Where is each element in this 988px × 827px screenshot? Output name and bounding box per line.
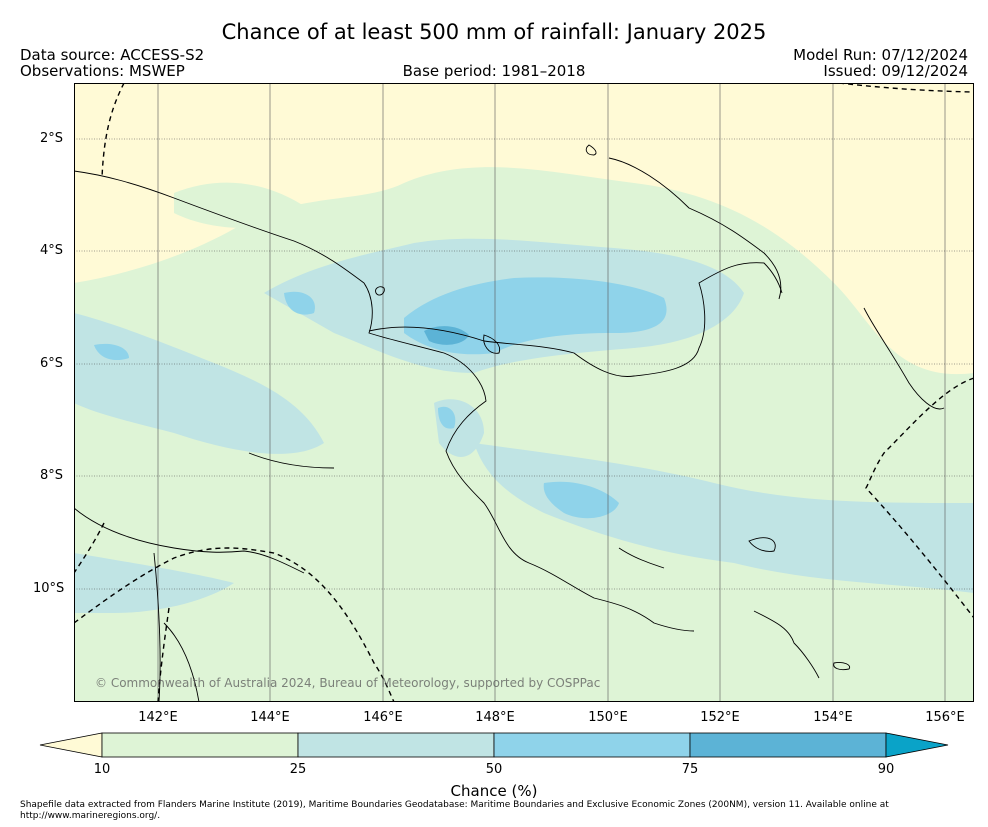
lat-label-10s: 10°S <box>33 581 65 596</box>
colorbar-50-75 <box>493 732 691 758</box>
lat-label-6s: 6°S <box>40 356 64 371</box>
base-period-label: Base period: 1981–2018 <box>402 62 586 80</box>
eez-boundaries <box>74 83 974 702</box>
colorbar-title: Chance (%) <box>450 782 538 800</box>
issued-label: Issued: 09/12/2024 <box>823 62 968 80</box>
data-source-label: Data source: ACCESS-S2 <box>20 46 205 64</box>
lon-label-144e: 144°E <box>250 710 290 725</box>
map-canvas <box>74 83 974 702</box>
lat-label-4s: 4°S <box>40 243 64 258</box>
contour-50-75 <box>94 277 667 519</box>
coastlines <box>74 144 945 702</box>
lon-label-154e: 154°E <box>813 710 853 725</box>
lon-label-146e: 146°E <box>363 710 403 725</box>
colorbar-25-50 <box>297 732 495 758</box>
lat-label-2s: 2°S <box>40 131 64 146</box>
footnote: Shapefile data extracted from Flanders M… <box>20 800 889 821</box>
colorbar-75-90 <box>689 732 887 758</box>
lat-label-8s: 8°S <box>40 468 64 483</box>
copyright-notice: © Commonwealth of Australia 2024, Bureau… <box>95 676 601 690</box>
colorbar-below-10 <box>39 732 103 758</box>
colorbar-tick-90: 90 <box>877 762 895 777</box>
lon-label-150e: 150°E <box>588 710 628 725</box>
observations-label: Observations: MSWEP <box>20 62 185 80</box>
lon-label-142e: 142°E <box>138 710 178 725</box>
map-title: Chance of at least 500 mm of rainfall: J… <box>221 20 767 44</box>
lon-label-156e: 156°E <box>925 710 965 725</box>
lon-label-148e: 148°E <box>475 710 515 725</box>
colorbar <box>39 732 949 758</box>
contour-75-90 <box>424 326 469 345</box>
colorbar-tick-10: 10 <box>93 762 111 777</box>
lon-label-152e: 152°E <box>700 710 740 725</box>
colorbar-tick-75: 75 <box>681 762 699 777</box>
model-run-label: Model Run: 07/12/2024 <box>793 46 968 64</box>
colorbar-tick-50: 50 <box>485 762 503 777</box>
colorbar-above-90 <box>885 732 949 758</box>
lat-gridlines <box>74 138 974 590</box>
colorbar-tick-25: 25 <box>289 762 307 777</box>
rainfall-map <box>74 83 974 702</box>
colorbar-10-25 <box>101 732 299 758</box>
